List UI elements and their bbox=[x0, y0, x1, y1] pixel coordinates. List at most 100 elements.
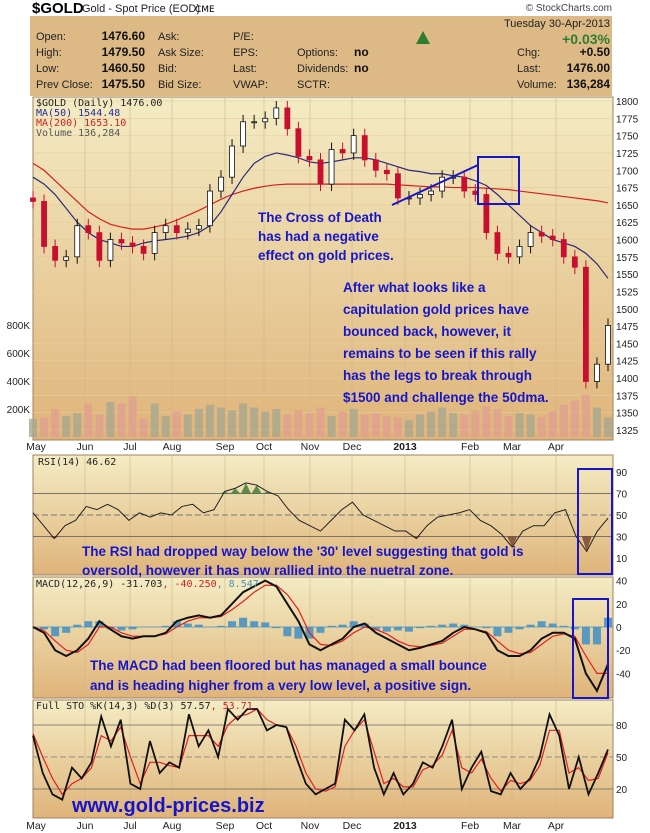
price-candle bbox=[516, 246, 523, 258]
price-candle bbox=[240, 121, 246, 147]
macd-histogram-bar bbox=[316, 627, 325, 633]
price-candle bbox=[560, 239, 567, 258]
volume-bar bbox=[360, 414, 369, 437]
cross-pointer-line bbox=[391, 164, 479, 206]
volume-bar bbox=[95, 414, 104, 437]
price-candle bbox=[173, 225, 180, 233]
rsi-line bbox=[32, 482, 609, 553]
macd-histogram-bar bbox=[482, 627, 491, 629]
instrument-name: Gold - Spot Price (EOD) bbox=[82, 3, 200, 15]
price-candle bbox=[605, 325, 611, 365]
month-label: Dec bbox=[343, 820, 362, 832]
price-candle bbox=[52, 246, 59, 261]
macd-line bbox=[32, 579, 609, 693]
price-tick-label: 1800 bbox=[616, 97, 639, 108]
volume-bar bbox=[471, 410, 480, 437]
volume-bar bbox=[183, 414, 192, 437]
macd-histogram-bar bbox=[581, 627, 590, 645]
sto-d-line bbox=[32, 708, 609, 796]
quote-box bbox=[30, 16, 612, 96]
copyright: © StockCharts.com bbox=[526, 3, 612, 14]
macd-histogram-bar bbox=[161, 625, 170, 627]
price-candle bbox=[284, 107, 291, 130]
price-candle bbox=[494, 232, 501, 254]
sto-panel bbox=[32, 699, 614, 819]
macd-histogram-bar bbox=[272, 627, 281, 629]
month-label: Sep bbox=[216, 441, 235, 453]
svg-text:After what looks like a: After what looks like a bbox=[343, 280, 486, 295]
rsi-highlight-box bbox=[577, 468, 613, 575]
volume-bar bbox=[548, 411, 557, 437]
month-label: Nov bbox=[301, 820, 320, 832]
price-candle bbox=[184, 228, 191, 233]
macd-histogram-bar bbox=[393, 627, 402, 631]
svg-text:oversold, however it has now r: oversold, however it has now rallied int… bbox=[82, 563, 453, 578]
svg-text:The MACD had been floored but: The MACD had been floored but has manage… bbox=[90, 658, 487, 673]
volume-bar bbox=[283, 414, 292, 437]
volume-bar bbox=[515, 413, 524, 437]
volume-tick-label: 600K bbox=[7, 349, 31, 360]
pct-change: +0.03% bbox=[562, 31, 610, 47]
rsi-tick-label: 70 bbox=[616, 490, 628, 501]
ma50-legend: MA(50) 1544.48 bbox=[36, 108, 120, 119]
volume-bar bbox=[493, 409, 502, 437]
field-label: Ask: bbox=[158, 31, 179, 43]
price-candle bbox=[306, 156, 313, 161]
price-candle bbox=[538, 232, 545, 237]
price-candle bbox=[151, 232, 158, 254]
field-label: Dividends: bbox=[297, 63, 348, 75]
volume-bar bbox=[250, 407, 259, 437]
cross-highlight-box bbox=[477, 156, 520, 205]
price-panel bbox=[32, 96, 614, 441]
svg-text:The Cross of Death: The Cross of Death bbox=[258, 210, 382, 225]
volume-bar bbox=[416, 414, 425, 437]
volume-bar bbox=[84, 403, 93, 437]
price-tick-label: 1525 bbox=[616, 287, 639, 298]
cross-annotation: The Cross of Death has had a negative ef… bbox=[258, 210, 394, 263]
volume-bar bbox=[604, 417, 612, 437]
price-tick-label: 1625 bbox=[616, 218, 639, 229]
macd-histogram-bar bbox=[427, 625, 436, 627]
macd-histogram-bar bbox=[515, 627, 524, 630]
macd-tick-label: 0 bbox=[616, 623, 622, 634]
macd-legend: MACD(12,26,9) -31.703, -40.250, 8.547 bbox=[36, 579, 259, 590]
month-label: May bbox=[26, 441, 47, 453]
price-candle bbox=[505, 252, 512, 258]
price-candle bbox=[594, 363, 600, 382]
macd-annotation: The MACD had been floored but has manage… bbox=[90, 658, 487, 693]
volume-bar bbox=[349, 409, 358, 437]
rsi-tick-label: 90 bbox=[616, 468, 628, 479]
field-label: High: bbox=[36, 47, 62, 59]
field-label: VWAP: bbox=[233, 79, 268, 91]
field-value: 1460.50 bbox=[102, 61, 146, 75]
volume-bar bbox=[150, 403, 159, 437]
volume-bar bbox=[427, 411, 436, 437]
macd-signal-line bbox=[32, 584, 608, 675]
month-label: Apr bbox=[548, 820, 565, 832]
sto-tick-label: 80 bbox=[616, 721, 628, 732]
field-value: +0.50 bbox=[580, 45, 611, 59]
month-label: Mar bbox=[503, 441, 522, 453]
price-tick-label: 1350 bbox=[616, 409, 639, 420]
field-value: 1475.50 bbox=[102, 77, 146, 91]
price-candle bbox=[571, 256, 578, 268]
macd-histogram-bar bbox=[327, 625, 336, 627]
macd-histogram-bar bbox=[95, 621, 104, 627]
macd-histogram-bar bbox=[526, 624, 535, 627]
month-label: Sep bbox=[216, 820, 235, 832]
month-label: 2013 bbox=[393, 820, 417, 832]
volume-tick-label: 200K bbox=[7, 405, 31, 416]
volume-bar bbox=[73, 413, 82, 437]
price-candle bbox=[372, 159, 379, 171]
price-candle bbox=[74, 225, 81, 258]
rsi-overbought-fill bbox=[219, 491, 230, 494]
field-label: Volume: bbox=[517, 79, 557, 91]
price-candle bbox=[129, 242, 136, 247]
field-label: Prev Close: bbox=[36, 79, 93, 91]
rsi-annotation: The RSI had dropped way below the '30' l… bbox=[82, 544, 524, 578]
rsi-overbought-fill bbox=[262, 491, 273, 494]
macd-histogram-bar bbox=[537, 621, 546, 627]
month-label: 2013 bbox=[393, 441, 417, 453]
field-value: 1479.50 bbox=[102, 45, 146, 59]
price-tick-label: 1750 bbox=[616, 132, 639, 143]
